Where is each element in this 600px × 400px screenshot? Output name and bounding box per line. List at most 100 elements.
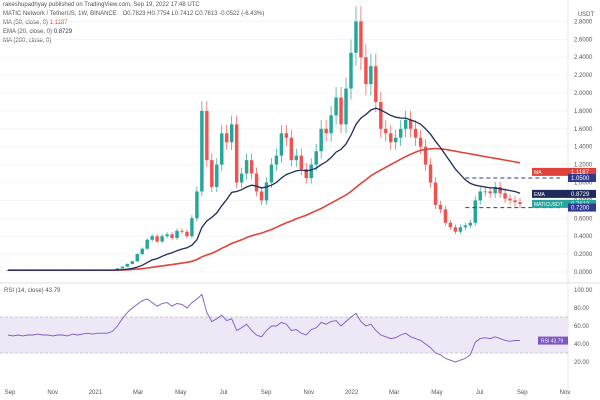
candle[interactable] <box>135 253 139 262</box>
candle[interactable] <box>249 153 254 180</box>
candle[interactable] <box>185 229 189 239</box>
candle[interactable] <box>374 53 378 113</box>
candle[interactable] <box>314 143 318 172</box>
ma50-line[interactable] <box>8 147 521 271</box>
candle[interactable] <box>359 6 363 71</box>
candle[interactable] <box>299 148 304 176</box>
candle[interactable] <box>339 87 343 134</box>
candle[interactable] <box>448 219 453 230</box>
candle-body <box>254 173 259 192</box>
candle-body <box>274 155 279 165</box>
candle[interactable] <box>408 110 413 138</box>
candle[interactable] <box>175 228 179 241</box>
candle[interactable] <box>403 110 408 138</box>
candle[interactable] <box>195 186 199 222</box>
price-tick-label: 2.2000 <box>574 73 593 79</box>
candle[interactable] <box>125 263 130 267</box>
candle[interactable] <box>443 205 448 226</box>
candle[interactable] <box>309 158 313 184</box>
ema20-line[interactable] <box>8 107 521 271</box>
candle[interactable] <box>120 266 125 269</box>
candle[interactable] <box>254 167 259 197</box>
candle[interactable] <box>294 148 299 167</box>
candle[interactable] <box>369 53 373 96</box>
candle[interactable] <box>428 158 433 188</box>
candle[interactable] <box>264 177 269 205</box>
candle-body <box>394 137 398 143</box>
candle[interactable] <box>304 162 308 184</box>
candle[interactable] <box>234 115 239 188</box>
indicator-ma50[interactable]: MA (50, close, 0) 1.1187 <box>3 19 68 27</box>
candle[interactable] <box>364 44 368 96</box>
candle[interactable] <box>259 186 264 205</box>
candle[interactable] <box>334 87 338 125</box>
candle-body <box>334 97 338 116</box>
candle[interactable] <box>379 91 383 138</box>
candle[interactable] <box>483 186 487 197</box>
candle[interactable] <box>389 124 393 151</box>
candle[interactable] <box>413 120 418 146</box>
candle[interactable] <box>180 228 184 235</box>
candle[interactable] <box>155 234 159 244</box>
candle[interactable] <box>220 124 224 172</box>
candle[interactable] <box>205 101 209 167</box>
indicator-ema20[interactable]: EMA (20, close, 0) 0.8729 <box>3 28 72 36</box>
candle[interactable] <box>224 124 229 151</box>
rsi-tick-label: 40.00 <box>574 342 590 348</box>
candle[interactable] <box>478 186 482 205</box>
candle[interactable] <box>170 232 174 241</box>
candle[interactable] <box>279 124 284 163</box>
candle[interactable] <box>215 158 219 193</box>
candle[interactable] <box>239 167 244 188</box>
candle[interactable] <box>274 148 279 172</box>
candle[interactable] <box>394 129 398 151</box>
candle[interactable] <box>349 39 353 100</box>
candle[interactable] <box>244 153 249 180</box>
candle[interactable] <box>319 120 323 159</box>
candle[interactable] <box>130 260 134 265</box>
candle[interactable] <box>344 77 348 134</box>
candle[interactable] <box>438 200 443 214</box>
candle[interactable] <box>433 177 438 209</box>
candle-body <box>408 119 413 129</box>
candle[interactable] <box>145 237 149 251</box>
price-label-value: 1.0500 <box>571 176 590 182</box>
candle[interactable] <box>140 247 144 256</box>
candle[interactable] <box>458 224 463 235</box>
candle[interactable] <box>508 194 512 205</box>
candle[interactable] <box>229 115 234 151</box>
candle-body <box>423 146 428 165</box>
candle[interactable] <box>190 215 194 239</box>
candle[interactable] <box>354 6 358 66</box>
candle[interactable] <box>473 196 477 226</box>
candle[interactable] <box>498 181 502 198</box>
candle[interactable] <box>200 101 204 197</box>
candle[interactable] <box>150 234 154 242</box>
candle[interactable] <box>453 224 458 235</box>
candle[interactable] <box>210 153 214 193</box>
price-label-value: 0.7200 <box>571 206 590 212</box>
price-label-bg <box>532 199 596 208</box>
candle[interactable] <box>513 196 517 207</box>
symbol-name[interactable]: MATIC Network / TetherUS, 1W, BINANCE <box>3 11 117 17</box>
candle[interactable] <box>165 232 169 239</box>
candle[interactable] <box>423 139 428 172</box>
candle[interactable] <box>289 129 294 167</box>
candle[interactable] <box>493 181 497 198</box>
candle[interactable] <box>324 120 328 142</box>
candle[interactable] <box>384 120 388 142</box>
indicator-ema20-label: EMA (20, close, 0) <box>3 29 53 35</box>
rsi-line[interactable] <box>7 293 521 363</box>
candle[interactable] <box>398 120 403 146</box>
candle[interactable] <box>468 219 473 229</box>
candle[interactable] <box>284 124 289 146</box>
candle[interactable] <box>518 198 522 209</box>
candle[interactable] <box>503 188 507 204</box>
candle[interactable] <box>269 158 274 188</box>
candle[interactable] <box>160 234 164 244</box>
candle-body <box>379 101 383 129</box>
indicator-ma200[interactable]: MA (200, close, 0) <box>3 37 51 45</box>
candle[interactable] <box>463 222 468 230</box>
candle[interactable] <box>329 105 333 142</box>
